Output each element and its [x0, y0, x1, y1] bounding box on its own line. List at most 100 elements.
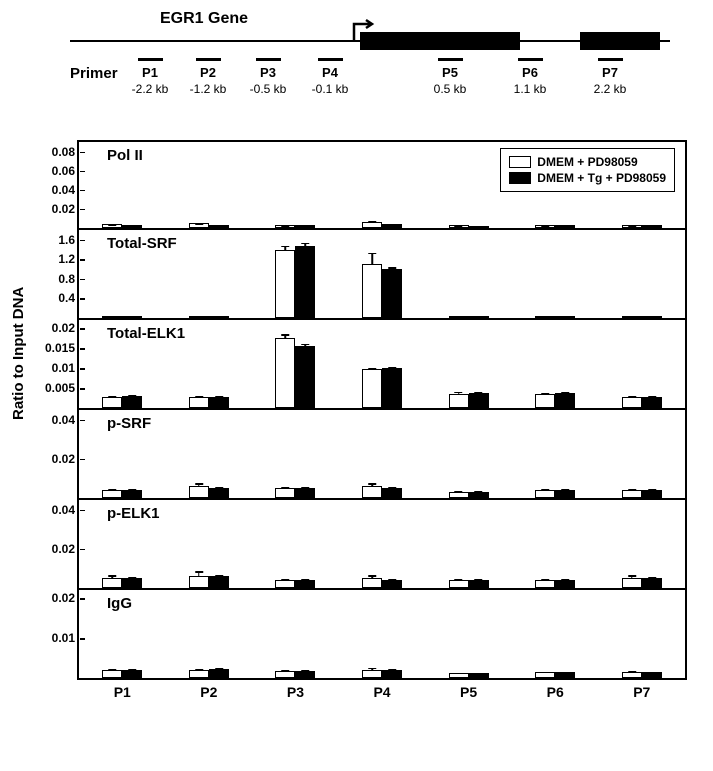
- chart-panel: 0.020.040.060.08Pol IIDMEM + PD98059DMEM…: [77, 140, 687, 230]
- primer-position: -2.2 kb: [125, 82, 175, 96]
- error-bar: [305, 225, 307, 226]
- bar: [642, 316, 662, 318]
- bar: [275, 338, 295, 408]
- bar: [642, 578, 662, 588]
- error-bar: [112, 224, 114, 225]
- legend: DMEM + PD98059DMEM + Tg + PD98059: [500, 148, 675, 192]
- y-tick: 0.04: [34, 413, 79, 427]
- bar-group: [339, 500, 426, 588]
- bar: [642, 397, 662, 408]
- bar: [189, 223, 209, 228]
- bar: [382, 580, 402, 588]
- bar-group: [425, 230, 512, 318]
- bar: [469, 393, 489, 408]
- legend-swatch: [509, 156, 531, 168]
- error-bar: [391, 224, 393, 225]
- error-bar: [112, 317, 114, 318]
- bar: [295, 225, 315, 228]
- bar-group: P2: [166, 590, 253, 678]
- y-tick: 0.06: [34, 164, 79, 178]
- error-bar: [132, 225, 134, 226]
- error-bar: [478, 226, 480, 227]
- bar-group: [252, 320, 339, 408]
- error-bar: [285, 487, 287, 489]
- primer-name: P7: [590, 65, 630, 80]
- bar-group: [598, 410, 685, 498]
- error-bar: [112, 489, 114, 491]
- bar: [102, 490, 122, 498]
- error-bar: [198, 483, 200, 487]
- bar-group: [79, 410, 166, 498]
- primer-position: -0.1 kb: [305, 82, 355, 96]
- bar: [622, 578, 642, 588]
- gene-exon: [360, 32, 520, 50]
- x-tick-label: P4: [373, 684, 390, 700]
- chart-panel: 0.40.81.21.6Total-SRF: [77, 230, 687, 320]
- bar: [555, 316, 575, 318]
- bar: [122, 490, 142, 498]
- bars-row: [79, 500, 685, 588]
- bar-group: [339, 320, 426, 408]
- error-bar: [564, 317, 566, 318]
- bar: [449, 225, 469, 228]
- primer-name: P5: [430, 65, 470, 80]
- bar: [209, 225, 229, 228]
- bar: [449, 580, 469, 588]
- y-tick: 0.04: [34, 183, 79, 197]
- primer-name: P1: [130, 65, 170, 80]
- y-tick: 1.6: [34, 233, 79, 247]
- bar-group: [166, 142, 253, 228]
- error-bar: [132, 669, 134, 671]
- error-bar: [458, 491, 460, 493]
- error-bar: [198, 223, 200, 224]
- primer-position: -0.5 kb: [243, 82, 293, 96]
- bar: [555, 393, 575, 408]
- bar-group: [425, 142, 512, 228]
- bar: [209, 488, 229, 498]
- bar: [102, 316, 122, 318]
- error-bar: [631, 396, 633, 398]
- bar: [469, 492, 489, 498]
- error-bar: [631, 671, 633, 673]
- bar: [449, 394, 469, 408]
- bar: [642, 490, 662, 498]
- error-bar: [285, 670, 287, 672]
- error-bar: [544, 672, 546, 673]
- x-tick-label: P1: [114, 684, 131, 700]
- error-bar: [391, 579, 393, 581]
- bar: [122, 225, 142, 228]
- error-bar: [564, 579, 566, 581]
- bar: [102, 397, 122, 408]
- bar: [382, 368, 402, 408]
- y-tick: 0.01: [34, 631, 79, 645]
- bar-group: [339, 230, 426, 318]
- bar: [122, 396, 142, 408]
- x-tick-label: P6: [547, 684, 564, 700]
- bar: [642, 225, 662, 228]
- bar: [535, 672, 555, 678]
- y-axis-label: Ratio to Input DNA: [10, 287, 27, 420]
- bar: [362, 369, 382, 408]
- error-bar: [285, 579, 287, 581]
- bar-group: [252, 142, 339, 228]
- error-bar: [458, 673, 460, 674]
- error-bar: [285, 246, 287, 251]
- legend-item: DMEM + Tg + PD98059: [509, 171, 666, 185]
- bar-group: [425, 410, 512, 498]
- bar-group: [425, 320, 512, 408]
- bar: [622, 225, 642, 228]
- y-tick: 0.01: [34, 361, 79, 375]
- bar-group: [512, 230, 599, 318]
- y-tick: 0.02: [34, 591, 79, 605]
- error-bar: [198, 396, 200, 398]
- error-bar: [218, 396, 220, 398]
- bar-group: [166, 320, 253, 408]
- bar-group: [512, 320, 599, 408]
- bar: [209, 397, 229, 408]
- charts-container: 0.020.040.060.08Pol IIDMEM + PD98059DMEM…: [35, 140, 690, 680]
- y-tick: 1.2: [34, 252, 79, 266]
- error-bar: [564, 392, 566, 394]
- bar-group: P5: [425, 590, 512, 678]
- error-bar: [132, 395, 134, 397]
- error-bar: [112, 575, 114, 579]
